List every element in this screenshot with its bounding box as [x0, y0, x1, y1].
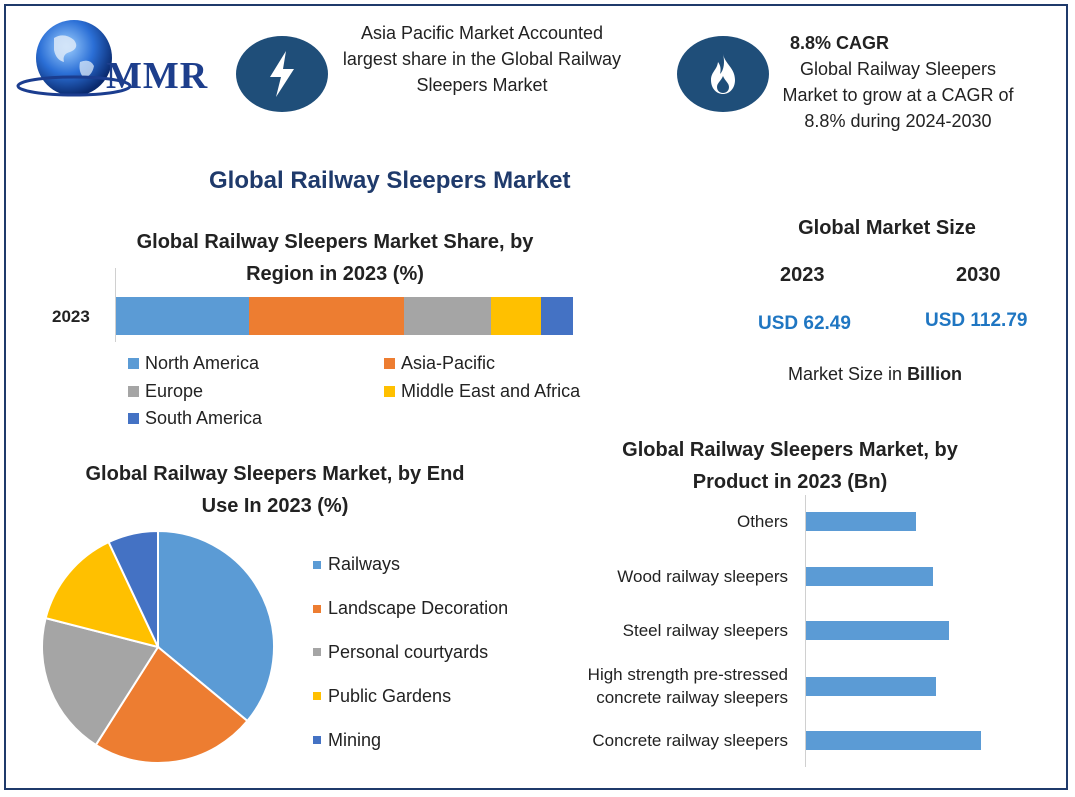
pie-slice-railways [157, 529, 275, 723]
cagr-text: Global Railway Sleepers Market to grow a… [782, 59, 1014, 131]
legend-swatch [128, 413, 139, 424]
legend-item-personal-courtyards: Personal courtyards [313, 631, 543, 675]
legend-swatch [313, 560, 321, 569]
product-bar-others [806, 511, 916, 531]
legend-item-middle-east-and-africa: Middle East and Africa [384, 381, 580, 402]
legend-label: Asia-Pacific [401, 353, 496, 373]
infographic-frame [4, 4, 1068, 790]
year-2023: 2023 [780, 264, 825, 286]
legend-item-asia-pacific: Asia-Pacific [384, 353, 495, 374]
bar-segment-south-america [540, 297, 573, 335]
legend-swatch [313, 604, 321, 613]
region-category-label: 2023 [52, 307, 90, 326]
region-legend: North America Asia-Pacific Europe Middle Ea… [128, 353, 628, 437]
pie-slice-personal-courtyards [41, 616, 160, 747]
value-2023: USD 62.49 [758, 313, 851, 334]
flame-bubble [677, 36, 769, 112]
legend-label: Railways [328, 554, 401, 575]
cagr-title: 8.8% CAGR [790, 33, 890, 53]
asia-pacific-fact: Asia Pacific Market Accounted largest sh… [342, 23, 622, 95]
legend-label: Middle East and Africa [401, 381, 581, 401]
legend-label: Public Gardens [328, 685, 452, 706]
legend-label: Mining [328, 729, 382, 750]
value-2030: USD 112.79 [925, 310, 1028, 331]
legend-item-landscape-decoration: Landscape Decoration [313, 587, 543, 631]
legend-swatch [384, 386, 395, 397]
product-label-high-strength-pre-stressed-concrete-railway-sleepers: High strength pre-stressed concrete rail… [587, 665, 788, 707]
legend-label: South America [145, 408, 263, 428]
legend-label: North America [145, 353, 260, 373]
legend-item-south-america: South America [128, 408, 262, 429]
pie-slice-mining [107, 529, 159, 648]
legend-label: Landscape Decoration [328, 598, 509, 619]
product-label-concrete-railway-sleepers: Concrete railway sleepers [592, 730, 788, 750]
lightning-icon [270, 51, 294, 97]
product-axis-line [805, 495, 806, 767]
enduse-legend: Railways Landscape Decoration Personal cou… [313, 543, 543, 762]
legend-swatch [128, 358, 139, 369]
market-size-unit: Market Size in Billion [788, 364, 962, 385]
product-label-others: Others [736, 511, 788, 531]
bar-segment-europe [403, 297, 491, 335]
legend-item-europe: Europe [128, 381, 203, 402]
legend-item-north-america: North America [128, 353, 259, 374]
legend-item-public-gardens: Public Gardens [313, 674, 543, 718]
enduse-chart-title: Global Railway Sleepers Market, by End U… [85, 463, 465, 517]
legend-label: Europe [145, 381, 204, 401]
legend-swatch [313, 692, 321, 701]
bar-segment-asia-pacific [248, 297, 404, 335]
region-stacked-bar [116, 297, 573, 335]
product-bar-concrete-railway-sleepers [806, 730, 981, 750]
region-axis-line [115, 268, 116, 342]
market-size-title: Global Market Size [798, 217, 976, 239]
product-bar-wood-railway-sleepers [806, 566, 933, 586]
logo-text: MMR [106, 55, 209, 97]
year-2030: 2030 [956, 264, 1001, 286]
legend-item-mining: Mining [313, 718, 543, 762]
enduse-pie-chart [41, 529, 275, 764]
bar-segment-middle-east-and-africa [490, 297, 541, 335]
legend-swatch [313, 736, 321, 745]
product-chart-title: Global Railway Sleepers Market, by Produ… [622, 439, 958, 493]
product-bar-high-strength-pre-stressed-concrete-railway-sleepers [806, 676, 936, 696]
mmr-logo: MMR [14, 14, 214, 114]
flame-icon [711, 54, 735, 94]
globe-icon [16, 20, 132, 97]
lightning-bubble [236, 36, 328, 112]
main-title: Global Railway Sleepers Market [209, 167, 571, 194]
pie-slice-landscape-decoration [94, 645, 249, 764]
legend-swatch [128, 386, 139, 397]
bar-segment-north-america [116, 297, 249, 335]
cagr-fact: 8.8% CAGR Global Railway Sleepers Market… [772, 30, 1024, 134]
product-label-steel-railway-sleepers: Steel railway sleepers [622, 620, 788, 640]
region-chart-title: Global Railway Sleepers Market Share, by… [136, 231, 534, 285]
legend-item-railways: Railways [313, 543, 543, 587]
unit-bold: Billion [907, 364, 963, 384]
product-bar-steel-railway-sleepers [806, 620, 949, 640]
unit-prefix: Market Size in [788, 364, 903, 384]
product-label-wood-railway-sleepers: Wood railway sleepers [617, 566, 788, 586]
legend-swatch [313, 648, 321, 657]
legend-label: Personal courtyards [328, 641, 489, 662]
legend-swatch [384, 358, 395, 369]
pie-slice-public-gardens [44, 540, 160, 649]
